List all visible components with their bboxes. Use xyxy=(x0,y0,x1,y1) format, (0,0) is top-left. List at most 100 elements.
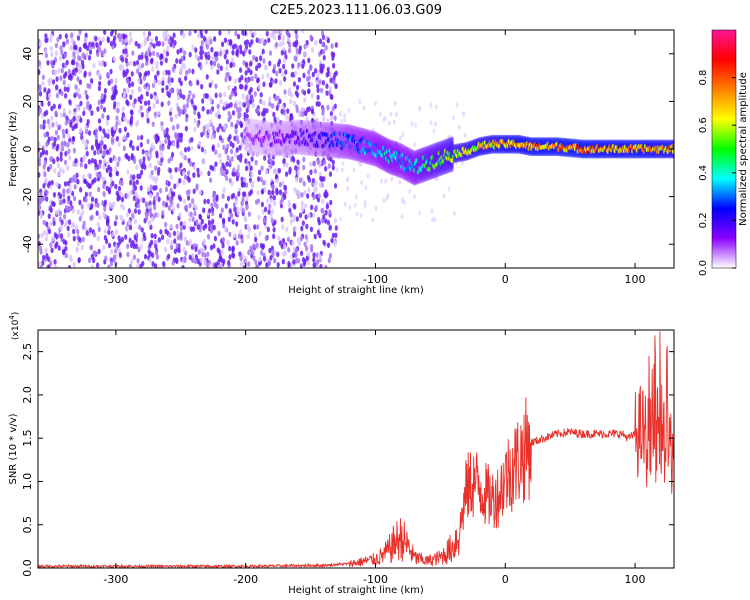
noise-point xyxy=(260,37,264,44)
noise-point xyxy=(401,196,404,202)
noise-point xyxy=(250,39,254,45)
noise-point xyxy=(132,254,136,261)
noise-point xyxy=(317,101,321,107)
noise-point xyxy=(215,56,219,62)
noise-point xyxy=(156,110,160,117)
noise-point xyxy=(115,190,119,197)
spectrogram-ridge xyxy=(244,116,674,186)
noise-point xyxy=(38,107,42,114)
noise-point xyxy=(84,141,88,148)
noise-point xyxy=(81,173,86,180)
noise-point xyxy=(214,161,218,167)
noise-point xyxy=(329,110,333,117)
noise-point xyxy=(154,184,158,191)
noise-point xyxy=(89,244,93,251)
noise-point xyxy=(238,44,243,51)
noise-point xyxy=(250,180,254,187)
noise-point xyxy=(144,70,148,77)
noise-point xyxy=(272,34,276,41)
noise-point xyxy=(256,77,260,83)
noise-point xyxy=(49,221,53,227)
noise-point xyxy=(283,184,288,191)
noise-point xyxy=(199,170,203,177)
noise-point xyxy=(76,49,80,56)
noise-point xyxy=(64,150,68,157)
noise-point xyxy=(220,207,224,214)
noise-point xyxy=(317,193,321,199)
noise-point xyxy=(107,264,111,268)
noise-point xyxy=(172,141,176,147)
noise-point xyxy=(332,239,337,246)
noise-point xyxy=(147,219,152,226)
noise-point xyxy=(95,42,99,48)
noise-point xyxy=(328,86,332,92)
noise-point xyxy=(301,63,305,69)
noise-point xyxy=(65,128,69,135)
noise-point xyxy=(69,44,73,51)
noise-point xyxy=(292,231,297,237)
noise-point xyxy=(67,74,72,81)
noise-point xyxy=(160,152,164,158)
noise-point xyxy=(320,176,324,182)
noise-point xyxy=(151,121,155,128)
noise-point xyxy=(292,203,296,209)
noise-point xyxy=(255,242,259,249)
noise-point xyxy=(297,62,301,68)
noise-point xyxy=(176,105,180,112)
noise-point xyxy=(165,132,169,138)
noise-point xyxy=(231,49,235,56)
noise-point xyxy=(244,158,248,164)
noise-point xyxy=(73,92,77,99)
noise-point xyxy=(223,91,227,98)
noise-point xyxy=(120,56,125,63)
noise-point xyxy=(152,199,156,206)
noise-point xyxy=(38,91,43,97)
noise-point xyxy=(232,61,236,68)
noise-point xyxy=(447,186,451,192)
noise-point xyxy=(77,236,82,243)
noise-point xyxy=(324,35,328,41)
noise-point xyxy=(268,96,272,102)
noise-point xyxy=(38,84,42,90)
noise-point xyxy=(194,254,198,260)
noise-point xyxy=(95,262,100,268)
noise-point xyxy=(51,236,55,242)
noise-point xyxy=(301,30,305,34)
noise-point xyxy=(216,142,221,148)
noise-point xyxy=(283,244,287,250)
noise-point xyxy=(260,165,264,171)
noise-point xyxy=(62,213,67,220)
x-tick-label: 0 xyxy=(502,273,509,286)
noise-point xyxy=(77,68,81,74)
snr-y-label: SNR (10 * v/v) xyxy=(8,413,19,484)
noise-point xyxy=(146,70,151,76)
noise-point xyxy=(288,207,292,213)
noise-point xyxy=(307,106,311,112)
noise-point xyxy=(328,253,333,259)
noise-point xyxy=(94,133,98,140)
noise-point xyxy=(206,109,210,115)
noise-point xyxy=(200,32,204,39)
noise-point xyxy=(159,54,163,61)
noise-point xyxy=(114,90,118,96)
noise-point xyxy=(247,249,251,256)
noise-point xyxy=(153,111,157,117)
noise-point xyxy=(77,256,81,263)
noise-point xyxy=(117,247,121,254)
x-tick-label: -300 xyxy=(103,273,128,286)
noise-point xyxy=(307,69,311,75)
noise-point xyxy=(313,187,317,194)
noise-point xyxy=(65,38,70,45)
noise-point xyxy=(265,262,269,268)
noise-point xyxy=(229,140,233,147)
noise-point xyxy=(141,62,145,69)
noise-point xyxy=(233,43,237,49)
noise-point xyxy=(129,179,133,186)
noise-point xyxy=(223,37,228,44)
noise-point xyxy=(289,112,293,119)
noise-point xyxy=(117,235,121,241)
noise-point xyxy=(249,247,253,254)
noise-point xyxy=(203,252,208,259)
noise-point xyxy=(244,70,248,76)
noise-point xyxy=(61,128,65,135)
